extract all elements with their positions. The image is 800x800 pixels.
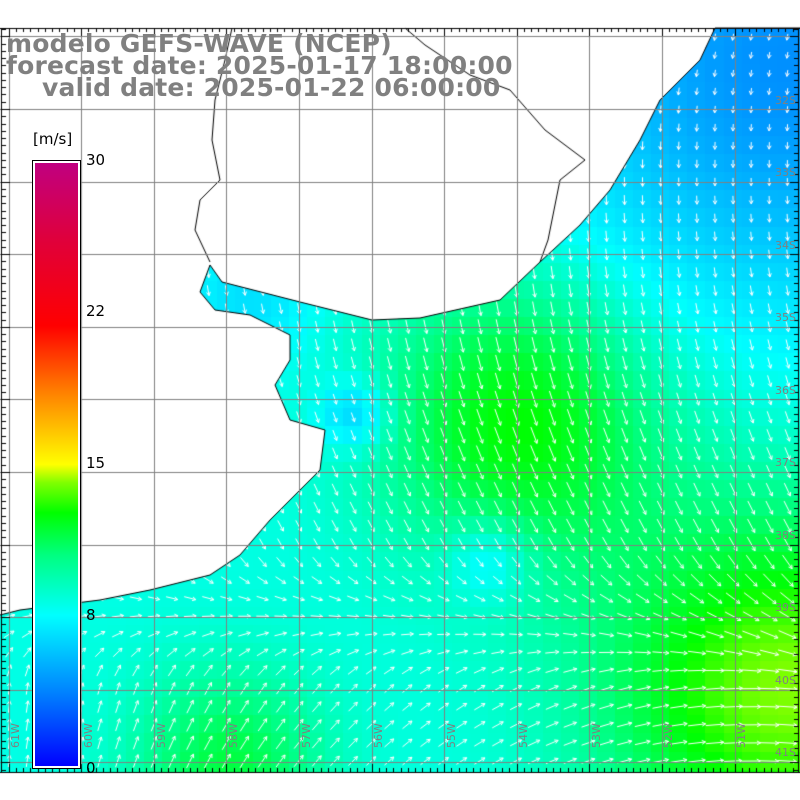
lat-label: 39S — [775, 601, 796, 614]
lon-label: 55W — [445, 723, 458, 748]
lon-label: 58W — [227, 723, 240, 748]
colorbar-tick: 0 — [86, 759, 96, 777]
lat-label: 33S — [775, 166, 796, 179]
lon-label: 59W — [155, 723, 168, 748]
title-model: modelo GEFS-WAVE (NCEP) — [6, 29, 392, 58]
colorbar-tick: 22 — [86, 302, 106, 320]
colorbar-gradient — [35, 163, 78, 766]
colorbar-tick: 30 — [86, 151, 106, 169]
lon-label: 61W — [9, 723, 22, 748]
colorbar-tick: 8 — [86, 606, 96, 624]
lat-label: 32S — [775, 94, 796, 107]
lon-label: 54W — [517, 723, 530, 748]
title-valid-date: valid date: 2025-01-22 06:00:00 — [42, 73, 501, 102]
lon-label: 51W — [735, 723, 748, 748]
lon-label: 56W — [372, 723, 385, 748]
lon-label: 53W — [590, 723, 603, 748]
lat-label: 34S — [775, 239, 796, 252]
lat-label: 40S — [775, 674, 796, 687]
lon-label: 57W — [300, 723, 313, 748]
colorbar-unit: [m/s] — [33, 130, 73, 148]
lat-label: 38S — [775, 529, 796, 542]
lon-label: 60W — [82, 723, 95, 748]
lat-label: 41S — [775, 746, 796, 759]
lat-label: 37S — [775, 456, 796, 469]
colorbar-tick: 15 — [86, 454, 106, 472]
title-forecast-date: forecast date: 2025-01-17 18:00:00 — [6, 51, 513, 80]
lat-label: 35S — [775, 311, 796, 324]
lat-label: 36S — [775, 384, 796, 397]
lon-label: 52W — [662, 723, 675, 748]
colorbar — [32, 160, 81, 769]
